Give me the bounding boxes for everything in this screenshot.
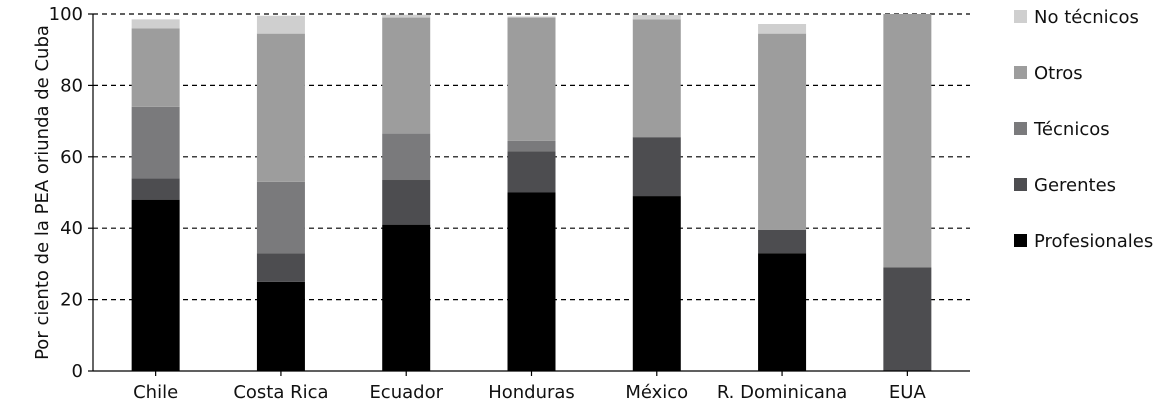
bar-segment-gerentes <box>131 178 180 200</box>
x-tick-label: R. Dominicana <box>717 382 848 403</box>
grid-lines <box>93 13 970 301</box>
legend-swatch <box>1014 234 1027 247</box>
bars <box>131 14 932 371</box>
bar-segment-gerentes <box>758 229 807 254</box>
bar-segment-gerentes <box>382 180 431 225</box>
bar-segment-no-t-cnicos <box>382 14 431 18</box>
axis-ticks: 0 20 40 60 80 100 Chile Costa Rica Ecuador Hondur… <box>49 4 927 403</box>
bar-segment-profesionales <box>382 224 431 371</box>
bar-segment-t-cnicos <box>507 140 556 152</box>
bar-segment-gerentes <box>256 253 305 282</box>
bar-segment-no-t-cnicos <box>632 15 681 20</box>
bar-segment-no-t-cnicos <box>131 19 180 29</box>
y-axis-title: Por ciento de la PEA oriunda de Cuba <box>32 25 53 360</box>
legend-swatch <box>1014 66 1027 79</box>
legend-label: Otros <box>1034 63 1083 84</box>
bar-segment-no-t-cnicos <box>758 23 807 34</box>
bar-segment-otros <box>758 33 807 230</box>
x-tick-label: Chile <box>133 382 178 403</box>
legend-label: Técnicos <box>1033 119 1110 140</box>
bar-segment-otros <box>632 19 681 138</box>
x-tick-label: Ecuador <box>369 382 443 403</box>
legend-swatch <box>1014 178 1027 191</box>
bar-segment-no-t-cnicos <box>507 16 556 18</box>
y-tick-label: 40 <box>60 218 83 239</box>
bar-segment-gerentes <box>632 137 681 197</box>
x-tick-label: Costa Rica <box>233 382 328 403</box>
bar-segment-otros <box>507 17 556 141</box>
bar-segment-profesionales <box>758 253 807 371</box>
bar-segment-t-cnicos <box>256 181 305 254</box>
bar-segment-otros <box>883 14 932 268</box>
legend-label: Profesionales <box>1034 231 1153 252</box>
x-tick-label: México <box>625 382 688 403</box>
x-tick-label: Honduras <box>488 382 575 403</box>
legend-swatch <box>1014 10 1027 23</box>
bar-segment-profesionales <box>632 196 681 371</box>
bar-segment-no-t-cnicos <box>256 15 305 34</box>
legend-label: Gerentes <box>1034 175 1116 196</box>
legend-swatch <box>1014 122 1027 135</box>
bar-segment-profesionales <box>507 192 556 371</box>
y-tick-label: 0 <box>72 361 83 382</box>
bar-segment-t-cnicos <box>131 106 180 179</box>
y-tick-label: 80 <box>60 75 83 96</box>
bar-segment-gerentes <box>883 267 932 371</box>
bar-segment-gerentes <box>507 151 556 193</box>
bar-segment-otros <box>382 17 431 134</box>
y-tick-label: 60 <box>60 147 83 168</box>
legend: No técnicos Otros Técnicos Gerentes Profesio… <box>1014 7 1153 252</box>
bar-segment-otros <box>256 33 305 182</box>
x-tick-label: EUA <box>889 382 927 403</box>
legend-label: No técnicos <box>1034 7 1139 28</box>
bar-segment-profesionales <box>256 281 305 371</box>
y-tick-label: 20 <box>60 290 83 311</box>
bar-segment-profesionales <box>131 199 180 371</box>
y-tick-label: 100 <box>49 4 83 25</box>
bar-segment-t-cnicos <box>382 133 431 181</box>
bar-segment-otros <box>131 28 180 107</box>
